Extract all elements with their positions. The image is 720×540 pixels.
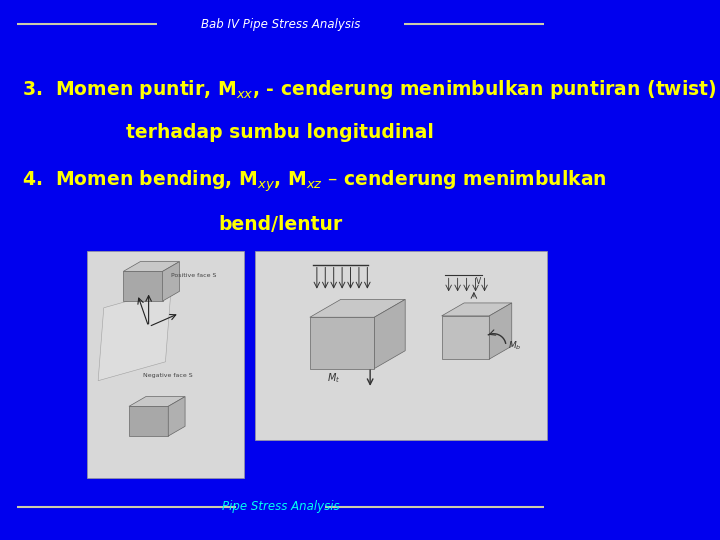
Text: bend/lentur: bend/lentur (218, 214, 343, 234)
Polygon shape (168, 396, 185, 436)
Polygon shape (98, 289, 171, 381)
Polygon shape (129, 396, 185, 406)
Polygon shape (441, 303, 512, 316)
Text: $M_b$: $M_b$ (508, 339, 521, 352)
Text: Pipe Stress Analysis: Pipe Stress Analysis (222, 500, 339, 513)
Polygon shape (490, 303, 512, 359)
Polygon shape (441, 316, 490, 359)
Text: 3.  Momen puntir, M$_{xx}$, - cenderung menimbulkan puntiran (twist): 3. Momen puntir, M$_{xx}$, - cenderung m… (22, 78, 717, 100)
Bar (87, 251, 244, 478)
Text: Positive face S: Positive face S (171, 273, 217, 278)
Polygon shape (163, 261, 179, 301)
Polygon shape (123, 271, 163, 301)
Polygon shape (310, 299, 405, 317)
Bar (255, 251, 546, 440)
Polygon shape (310, 317, 374, 368)
Polygon shape (123, 261, 179, 271)
Text: $M_t$: $M_t$ (327, 370, 341, 384)
Text: 4.  Momen bending, M$_{xy}$, M$_{xz}$ – cenderung menimbulkan: 4. Momen bending, M$_{xy}$, M$_{xz}$ – c… (22, 168, 607, 194)
Text: V: V (476, 277, 481, 286)
Text: Negative face S: Negative face S (143, 373, 193, 378)
Polygon shape (129, 406, 168, 436)
Text: terhadap sumbu longitudinal: terhadap sumbu longitudinal (127, 123, 434, 142)
Text: Bab IV Pipe Stress Analysis: Bab IV Pipe Stress Analysis (201, 18, 360, 31)
Polygon shape (374, 299, 405, 368)
